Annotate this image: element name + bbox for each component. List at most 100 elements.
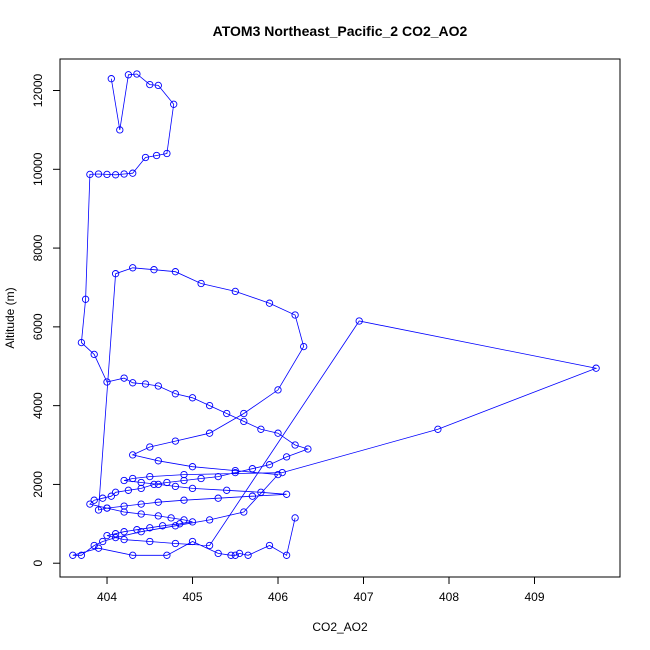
data-point bbox=[154, 480, 162, 489]
data-point bbox=[129, 551, 137, 559]
data-point bbox=[111, 171, 120, 179]
chart-title: ATOM3 Northeast_Pacific_2 CO2_AO2 bbox=[213, 23, 468, 39]
data-point bbox=[227, 551, 235, 559]
data-point bbox=[107, 75, 115, 83]
data-point bbox=[231, 466, 239, 475]
data-point bbox=[124, 71, 133, 79]
data-point bbox=[240, 417, 248, 426]
data-point bbox=[188, 463, 197, 471]
data-point bbox=[141, 153, 150, 162]
data-point bbox=[154, 512, 162, 520]
data-point bbox=[99, 537, 107, 546]
data-point bbox=[274, 386, 282, 394]
data-point bbox=[94, 170, 103, 178]
x-axis-label: CO2_AO2 bbox=[312, 620, 368, 634]
data-point bbox=[171, 522, 180, 530]
data-point bbox=[188, 484, 197, 493]
data-point bbox=[434, 425, 442, 433]
data-point bbox=[146, 80, 154, 89]
data-point bbox=[205, 541, 214, 550]
data-point bbox=[129, 474, 137, 483]
data-point bbox=[171, 482, 180, 491]
y-tick-label: 8000 bbox=[31, 234, 45, 261]
x-tick-label: 407 bbox=[353, 590, 373, 604]
data-point bbox=[235, 549, 244, 558]
data-point bbox=[231, 551, 239, 559]
data-point bbox=[129, 264, 137, 272]
data-point bbox=[120, 374, 128, 382]
data-point bbox=[171, 390, 180, 398]
data-point bbox=[152, 151, 161, 160]
data-point bbox=[90, 496, 98, 504]
data-point bbox=[86, 170, 94, 179]
data-point bbox=[180, 470, 188, 479]
data-point bbox=[265, 541, 274, 550]
data-point bbox=[205, 429, 214, 437]
data-point bbox=[120, 508, 128, 516]
data-point bbox=[94, 506, 103, 514]
data-point bbox=[170, 100, 178, 108]
data-point bbox=[129, 379, 137, 387]
y-axis: 0 2000 4000 6000 8000 10000 12000 bbox=[31, 74, 61, 567]
data-point bbox=[124, 486, 133, 494]
data-point bbox=[231, 287, 239, 296]
data-point bbox=[77, 551, 86, 559]
data-point bbox=[111, 488, 120, 496]
data-point bbox=[304, 445, 312, 453]
data-point bbox=[244, 551, 252, 559]
data-point bbox=[154, 457, 162, 465]
y-tick-label: 4000 bbox=[31, 392, 45, 419]
data-point bbox=[240, 409, 248, 418]
data-point bbox=[274, 429, 282, 437]
data-point bbox=[150, 480, 158, 489]
x-axis: 404 405 406 407 408 409 bbox=[97, 576, 545, 604]
data-point bbox=[129, 169, 137, 177]
data-point bbox=[257, 488, 265, 496]
data-point bbox=[592, 364, 600, 372]
data-point bbox=[103, 170, 111, 179]
data-point bbox=[120, 502, 128, 510]
data-point bbox=[116, 126, 124, 134]
data-point bbox=[291, 311, 299, 319]
data-point bbox=[176, 520, 184, 528]
data-point bbox=[120, 535, 128, 544]
data-point bbox=[137, 528, 145, 536]
data-point bbox=[137, 484, 145, 493]
y-tick-label: 10000 bbox=[31, 152, 45, 186]
data-point bbox=[282, 551, 291, 559]
data-point bbox=[103, 531, 111, 540]
series-line bbox=[72, 73, 598, 556]
data-point bbox=[291, 514, 299, 522]
data-point bbox=[231, 468, 239, 477]
data-point bbox=[248, 492, 257, 500]
data-point bbox=[154, 81, 162, 90]
data-point bbox=[103, 378, 111, 386]
data-point bbox=[146, 443, 154, 451]
data-point bbox=[223, 486, 231, 494]
data-point bbox=[180, 496, 188, 504]
data-point bbox=[141, 380, 150, 388]
y-tick-label: 6000 bbox=[31, 313, 45, 340]
data-point bbox=[81, 295, 90, 303]
data-point bbox=[111, 533, 120, 542]
data-point bbox=[120, 528, 128, 536]
data-point bbox=[167, 514, 175, 522]
y-tick-label: 2000 bbox=[31, 471, 45, 498]
x-tick-label: 405 bbox=[183, 590, 203, 604]
data-point bbox=[274, 470, 282, 479]
data-point bbox=[133, 70, 141, 78]
data-point bbox=[111, 530, 120, 538]
y-tick-label: 12000 bbox=[31, 74, 45, 108]
data-point bbox=[180, 516, 188, 524]
data-point bbox=[90, 350, 98, 359]
data-point bbox=[150, 266, 158, 274]
y-axis-label: Altitude (m) bbox=[3, 287, 17, 348]
data-point bbox=[111, 270, 120, 278]
data-point bbox=[154, 382, 162, 390]
data-point bbox=[205, 401, 214, 410]
data-point bbox=[86, 500, 94, 508]
data-point bbox=[171, 539, 180, 548]
data-point bbox=[77, 338, 86, 347]
data-point bbox=[214, 472, 222, 481]
data-point bbox=[99, 494, 107, 502]
